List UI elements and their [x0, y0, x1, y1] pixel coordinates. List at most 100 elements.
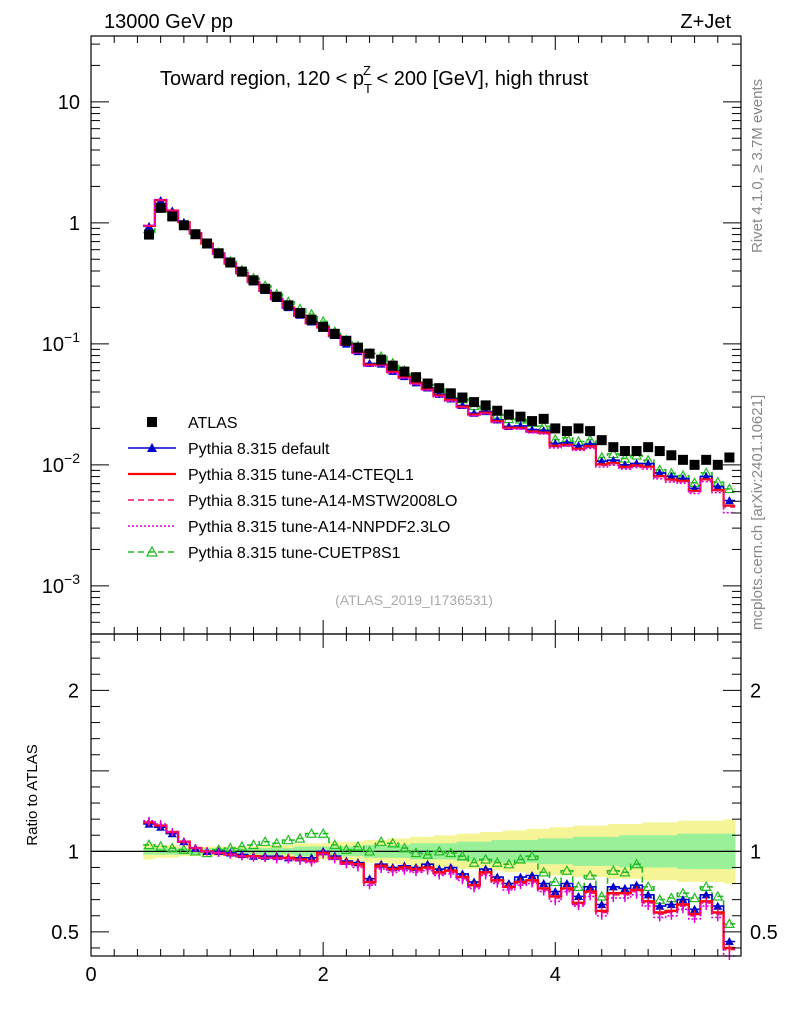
data-point — [213, 248, 224, 259]
data-point — [561, 426, 572, 437]
ratio-point — [597, 899, 607, 909]
data-point — [573, 423, 584, 434]
ratio-point — [723, 918, 735, 929]
legend-label: Pythia 8.315 tune-A14-MSTW2008LO — [188, 493, 457, 510]
data-point — [283, 300, 294, 311]
series-ratio-3 — [143, 816, 736, 960]
ratio-point — [515, 872, 525, 881]
data-point — [492, 405, 503, 416]
data-point — [596, 435, 607, 446]
data-point — [666, 450, 677, 461]
ratio-tick-label-left: 2 — [68, 680, 79, 702]
ratio-point — [712, 890, 724, 901]
x-tick-label: 0 — [85, 964, 96, 986]
ratio-tick-label-right: 1 — [750, 841, 761, 863]
data-point — [724, 452, 735, 463]
data-point — [167, 211, 178, 222]
ratio-line — [143, 823, 736, 943]
ratio-point — [364, 845, 376, 856]
ratio-point — [643, 890, 653, 899]
ratio-point — [340, 844, 352, 854]
data-point — [155, 202, 166, 213]
legend-label: Pythia 8.315 tune-CUETP8S1 — [188, 545, 401, 562]
ratio-point — [503, 858, 515, 869]
data-point — [585, 426, 596, 437]
ratio-point — [527, 871, 537, 880]
rivet-label: Rivet 4.1.0, ≥ 3.7M events — [749, 79, 766, 253]
series-point — [597, 456, 607, 465]
ratio-point — [491, 856, 503, 867]
data-point — [619, 446, 630, 457]
ratio-point — [282, 834, 294, 845]
ratio-point — [572, 881, 585, 891]
energy-label: 13000 GeV pp — [104, 11, 233, 33]
data-point — [364, 348, 375, 359]
ratio-line — [143, 820, 736, 957]
ratio-tick-label-left: 1 — [68, 841, 79, 863]
main-panel — [143, 196, 736, 514]
ratio-point — [539, 879, 549, 888]
ratio-point — [155, 840, 167, 851]
data-point — [469, 397, 480, 408]
data-point — [422, 378, 433, 389]
data-point — [411, 372, 421, 383]
legend-item: Pythia 8.315 default — [128, 441, 330, 458]
ratio-point — [713, 901, 723, 910]
plot-title: Toward region, 120 < pTZ < 200 [GeV], hi… — [160, 63, 589, 96]
ratio-point — [410, 847, 422, 858]
data-point — [689, 459, 700, 470]
mcplots-label: mcplots.cern.ch [arXiv:2401.10621] — [749, 395, 766, 630]
ratio-point — [631, 858, 643, 869]
series-atlas — [144, 202, 735, 470]
data-point — [527, 416, 538, 427]
ratio-point — [620, 883, 630, 892]
ratio-axis-label: Ratio to ATLAS — [24, 744, 41, 845]
y-axis-main: 10 1 10−1 10−2 10−3 — [42, 43, 741, 635]
legend-marker — [145, 545, 159, 557]
ratio-line — [143, 821, 736, 950]
ratio-point — [143, 839, 155, 850]
legend-label: Pythia 8.315 tune-A14-CTEQL1 — [188, 467, 414, 484]
y-tick-label: 1 — [69, 213, 80, 235]
series-point — [724, 496, 734, 505]
legend: ATLAS Pythia 8.315 default Pythia 8.315 tu… — [128, 415, 457, 562]
ratio-point — [480, 853, 492, 864]
data-point — [434, 383, 445, 394]
ratio-frame — [90, 633, 742, 957]
data-point — [399, 366, 410, 377]
process-label: Z+Jet — [680, 11, 731, 33]
ratio-point — [387, 837, 399, 848]
legend-item: Pythia 8.315 tune-A14-NNPDF2.3LO — [128, 519, 450, 536]
data-point — [341, 335, 352, 346]
data-point — [712, 459, 723, 470]
y-tick-label: 10−2 — [42, 450, 80, 477]
data-point — [631, 446, 642, 457]
legend-item: Pythia 8.315 tune-CUETP8S1 — [128, 545, 401, 562]
ratio-point — [294, 832, 306, 843]
y-tick-label: 10−3 — [42, 571, 80, 598]
ratio-point — [433, 845, 445, 856]
data-point — [480, 400, 491, 411]
ratio-point — [666, 899, 676, 909]
series-point — [723, 483, 735, 494]
analysis-id: (ATLAS_2019_I1736531) — [335, 592, 493, 608]
y-tick-label: 10−1 — [42, 329, 80, 356]
ratio-point — [538, 866, 550, 877]
data-point — [178, 220, 189, 231]
ratio-point — [608, 882, 618, 891]
data-point — [538, 413, 549, 424]
data-point — [677, 454, 688, 465]
ratio-point — [619, 866, 631, 877]
data-point — [608, 442, 619, 453]
ratio-point — [585, 882, 595, 891]
title-subscript: T — [364, 81, 372, 96]
legend-item: Pythia 8.315 tune-A14-CTEQL1 — [128, 467, 414, 484]
ratio-point — [574, 891, 583, 901]
data-point — [225, 257, 236, 268]
data-point — [376, 354, 387, 365]
data-point — [701, 454, 712, 465]
series-point — [608, 455, 618, 464]
series-point — [655, 468, 665, 477]
ratio-point — [690, 904, 700, 913]
